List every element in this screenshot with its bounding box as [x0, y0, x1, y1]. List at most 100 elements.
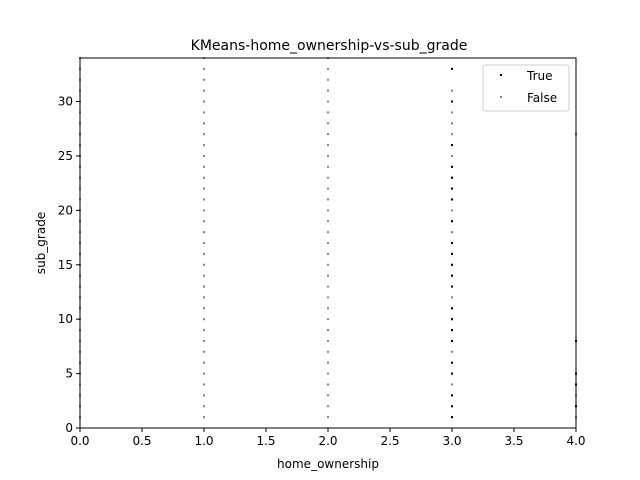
point-false-84 — [327, 242, 329, 244]
point-false-54 — [203, 198, 205, 201]
point-false-121 — [451, 209, 453, 212]
point-false-91 — [327, 165, 329, 168]
point-false-83 — [327, 252, 329, 255]
point-false-52 — [203, 220, 205, 223]
point-true-0 — [451, 416, 453, 419]
point-false-128 — [451, 133, 453, 136]
y-tick-label-2: 10 — [58, 312, 73, 326]
point-true-3 — [451, 372, 453, 375]
point-false-74 — [327, 350, 329, 353]
point-true-8 — [451, 307, 453, 310]
point-false-53 — [203, 209, 205, 212]
point-false-105 — [451, 383, 453, 386]
point-false-119 — [451, 231, 453, 234]
point-true-2 — [451, 394, 453, 397]
point-false-58 — [203, 154, 205, 157]
y-tick-label-3: 15 — [58, 258, 73, 272]
point-true-12 — [451, 252, 453, 255]
point-false-90 — [327, 176, 329, 179]
point-false-73 — [327, 361, 329, 364]
point-true-17 — [451, 176, 453, 179]
point-false-99 — [327, 78, 329, 81]
point-false-129 — [451, 122, 453, 125]
point-false-70 — [327, 394, 329, 397]
point-false-97 — [327, 100, 329, 103]
point-false-89 — [327, 187, 329, 190]
point-false-41 — [203, 339, 205, 342]
chart-title: KMeans-home_ownership-vs-sub_grade — [191, 38, 468, 54]
x-tick-label-5: 2.5 — [380, 434, 399, 448]
point-false-56 — [203, 176, 205, 179]
point-false-43 — [203, 318, 205, 321]
point-false-96 — [327, 111, 329, 114]
point-false-88 — [327, 198, 329, 201]
point-false-95 — [327, 122, 329, 125]
y-axis-ticks: 0 5 10 15 20 25 30 — [58, 95, 80, 435]
point-false-108 — [451, 350, 453, 353]
point-true-5 — [451, 339, 453, 342]
point-false-57 — [203, 165, 205, 168]
y-tick-label-1: 5 — [65, 367, 73, 381]
point-false-78 — [327, 307, 329, 310]
point-false-60 — [203, 133, 205, 136]
point-false-65 — [203, 78, 205, 81]
x-tick-label-8: 4.0 — [566, 434, 585, 448]
point-false-85 — [327, 231, 329, 234]
y-tick-label-6: 30 — [58, 95, 73, 109]
point-false-87 — [327, 209, 329, 212]
point-true-7 — [451, 318, 453, 321]
legend-marker-true — [500, 74, 502, 76]
point-false-36 — [203, 394, 205, 397]
point-false-40 — [203, 350, 205, 353]
point-false-59 — [203, 144, 205, 147]
point-true-9 — [451, 285, 453, 288]
legend-label-true: True — [526, 69, 553, 83]
point-false-126 — [451, 154, 453, 157]
point-false-46 — [203, 285, 205, 288]
x-tick-label-4: 2.0 — [318, 434, 337, 448]
point-false-55 — [203, 187, 205, 190]
point-false-69 — [327, 405, 329, 408]
point-false-132 — [451, 89, 453, 92]
point-false-71 — [327, 383, 329, 386]
point-false-35 — [203, 405, 205, 408]
point-false-93 — [327, 144, 329, 147]
x-tick-label-0: 0.0 — [70, 434, 89, 448]
point-false-92 — [327, 154, 329, 157]
point-true-1 — [451, 405, 453, 408]
point-false-49 — [203, 252, 205, 255]
legend-box — [482, 64, 570, 112]
point-false-68 — [327, 416, 329, 419]
point-false-42 — [203, 329, 205, 332]
x-tick-label-1: 0.5 — [132, 434, 151, 448]
y-axis-label: sub_grade — [34, 212, 48, 274]
point-true-15 — [451, 198, 453, 201]
point-false-48 — [203, 263, 205, 266]
point-false-72 — [327, 372, 329, 375]
point-false-62 — [203, 111, 205, 114]
point-true-18 — [451, 165, 453, 168]
x-tick-label-3: 1.5 — [256, 434, 275, 448]
point-false-66 — [203, 67, 205, 70]
point-false-113 — [451, 296, 453, 299]
legend-label-false: False — [527, 91, 557, 105]
point-false-82 — [327, 263, 329, 266]
point-false-76 — [327, 329, 329, 332]
point-false-39 — [203, 361, 205, 364]
x-tick-label-2: 1.0 — [194, 434, 213, 448]
point-false-45 — [203, 296, 205, 299]
point-false-77 — [327, 318, 329, 321]
y-tick-label-0: 0 — [65, 421, 73, 435]
x-tick-label-7: 3.5 — [504, 434, 523, 448]
point-false-34 — [203, 416, 205, 419]
point-false-98 — [327, 89, 329, 92]
point-true-16 — [451, 187, 453, 190]
legend: True False — [482, 64, 570, 112]
point-false-37 — [203, 383, 205, 386]
x-axis-label: home_ownership — [277, 457, 379, 471]
point-false-80 — [327, 285, 329, 288]
point-true-19 — [451, 144, 453, 147]
point-false-44 — [203, 307, 205, 310]
point-true-4 — [451, 361, 453, 364]
